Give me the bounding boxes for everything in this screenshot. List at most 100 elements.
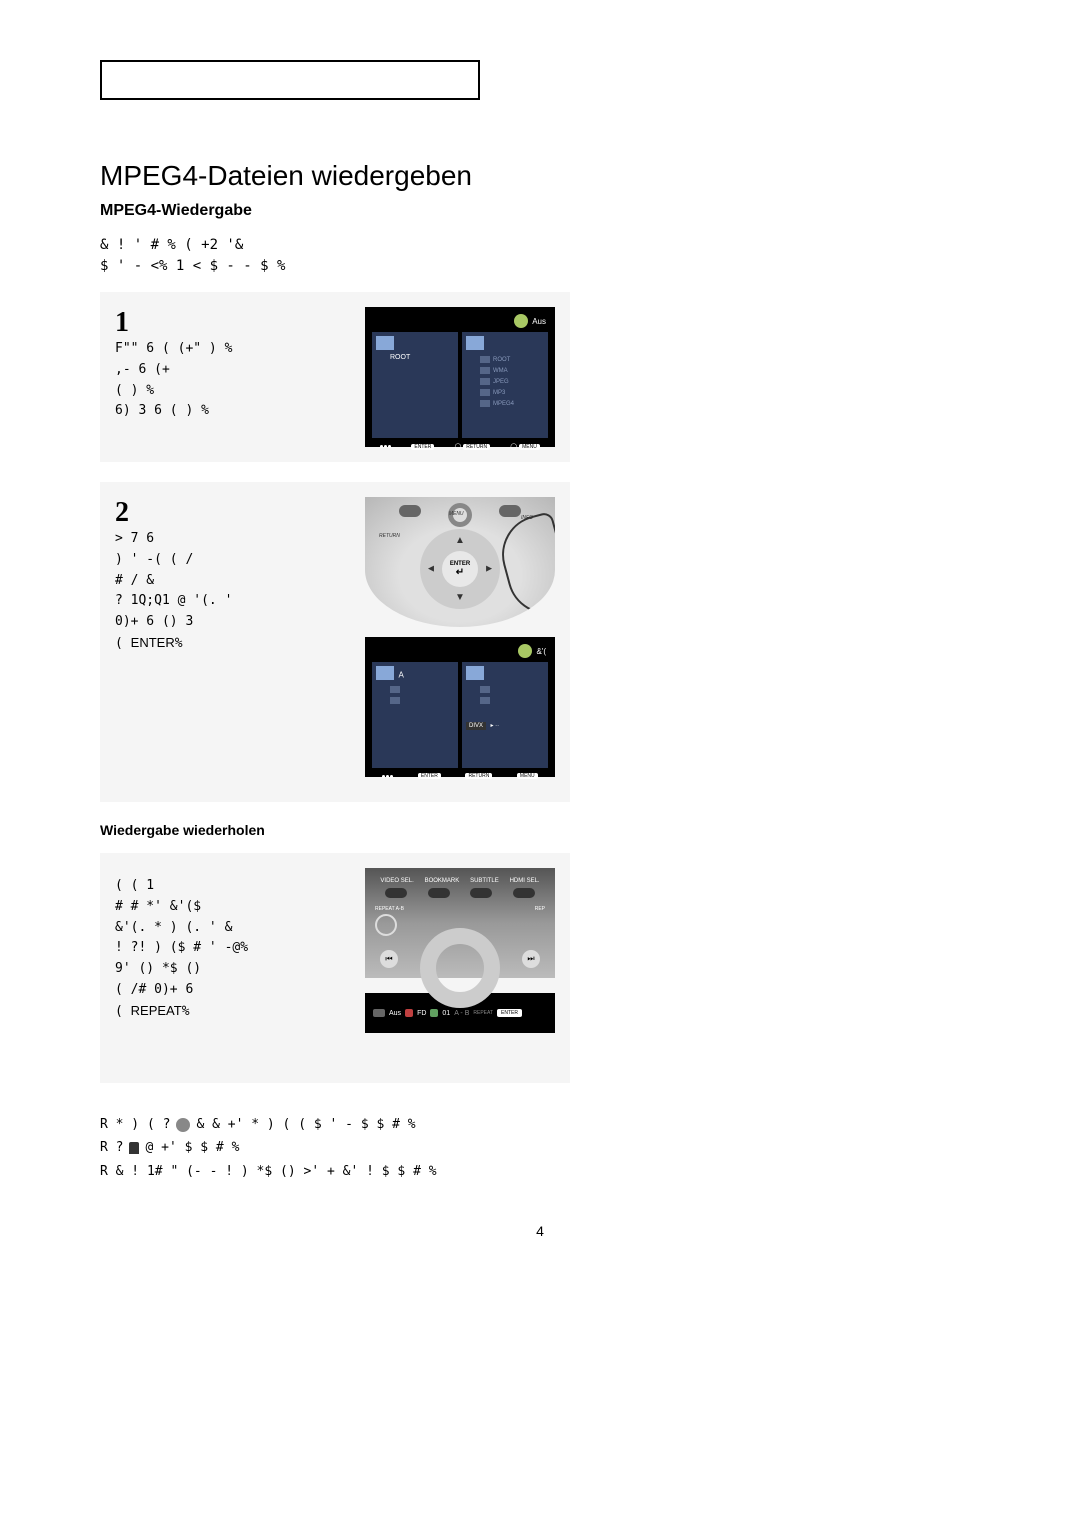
oval-btn-3 (470, 888, 492, 898)
step3-line6: ( /# 0)+ 6 (115, 980, 350, 1001)
folder-label: MPEG4 (493, 401, 514, 407)
disc-icon (518, 644, 532, 658)
osd2-content: A DIVX ▸ ·· (370, 660, 550, 770)
rb-repeat: REPEAT (473, 1010, 493, 1016)
step-3-left: ( ( 1 # # *' &'($ &'(. * ) (. ' & ! ?! )… (115, 868, 350, 1068)
note-line-2: R ? @ +' $ $ # % (100, 1136, 980, 1159)
step3-line5: 9' () *$ () (115, 959, 350, 980)
folder-icon (480, 378, 490, 385)
enter-icon: ↵ (456, 567, 464, 578)
folder-icon (480, 356, 490, 363)
repeat-ab-group: REPEAT A-B (375, 906, 404, 936)
osd1-root-left: ROOT (376, 354, 454, 361)
folder-label: JPEG (493, 379, 509, 385)
oval-btn-4 (513, 888, 535, 898)
footer-menu: ◯MENU (510, 443, 539, 450)
osd2-item1 (376, 684, 454, 695)
step3-line1: ( ( 1 (115, 876, 350, 897)
step-2-left: 2 > 7 6 ) ' -( ( / # / & ? 1Q;Q1 @ '(. '… (115, 497, 350, 787)
folder-icon (390, 697, 400, 704)
osd2-right-panel: DIVX ▸ ·· (462, 662, 548, 768)
step3-line4: ! ?! ) ($ # ' -@% (115, 938, 350, 959)
note1-post: & & +' * ) ( ( $ ' - $ $ # % (196, 1113, 415, 1136)
partial-nav-ring (420, 928, 500, 1008)
rb-fd: FD (417, 1010, 426, 1017)
arrow-right-icon: ► (484, 564, 494, 575)
panel-icon (376, 666, 394, 680)
remote-small-btn-1 (399, 505, 421, 517)
note-line-3: R & ! 1# " (- - ! ) *$ () >' + &' ! $ $ … (100, 1160, 980, 1183)
folder-jpeg: JPEG (466, 376, 544, 387)
osd1-header: Aus (370, 312, 550, 330)
step3-line2: # # *' &'($ (115, 897, 350, 918)
divx-text: ▸ ·· (490, 723, 499, 729)
repeat-ab-button (375, 914, 397, 936)
step-2-right: MENU INFO RETURN ▲ ▼ ◄ ► ENTER ↵ &'( (365, 497, 555, 787)
osd1-right-panel: ROOT WMA JPEG MP3 MPEG4 (462, 332, 548, 438)
osd2-left-panel: A (372, 662, 458, 768)
top-oval-row (375, 888, 545, 898)
arrow-up-icon: ▲ (455, 535, 465, 546)
osd2-a-label: A (398, 671, 403, 680)
folder-icon (390, 686, 400, 693)
oval-btn-1 (385, 888, 407, 898)
panel-icon-left (376, 336, 394, 350)
panel-icon (466, 666, 484, 680)
finger-illustration (493, 511, 555, 623)
step1-line2: ,- 6 (+ (115, 360, 350, 381)
arrow-down-icon: ▼ (455, 592, 465, 603)
menu-label: MENU (449, 511, 464, 517)
step2-line6: ( (115, 636, 131, 651)
rb-green-icon (430, 1009, 438, 1017)
intro-line2: $ ' - <% 1 < $ - - $ % (100, 256, 980, 277)
enter-button: ENTER ↵ (442, 551, 478, 587)
step3-line7: ( (115, 1004, 131, 1019)
folder-icon (480, 367, 490, 374)
video-sel-label: VIDEO SEL. (380, 878, 413, 884)
rb-red-icon (405, 1009, 413, 1017)
hdmi-sel-label: HDMI SEL. (510, 878, 540, 884)
folder-wma: WMA (466, 365, 544, 376)
folder-mp3: MP3 (466, 387, 544, 398)
remote-small-btn-2 (499, 505, 521, 517)
step2-line4: ? 1Q;Q1 @ '(. ' (115, 591, 350, 612)
folder-label: WMA (493, 368, 508, 374)
step1-line3: ( ) % (115, 381, 350, 402)
osd2-divx-row: DIVX ▸ ·· (466, 714, 544, 732)
step3-line3: &'(. * ) (. ' & (115, 918, 350, 939)
return-pill: RETURN (465, 773, 492, 779)
step-3-text: ( ( 1 # # *' &'($ &'(. * ) (. ' & ! ?! )… (115, 876, 350, 1023)
osd1-content: ROOT ROOT WMA JPEG MP3 MPEG4 (370, 330, 550, 440)
step1-line4: 6) 3 6 ( ) % (115, 401, 350, 422)
arrow-left-icon: ◄ (426, 564, 436, 575)
page-number: 4 (100, 1223, 980, 1239)
note2-pre: R ? (100, 1136, 123, 1159)
osd-screen-1: Aus ROOT ROOT WMA JPEG MP3 MPEG4 ENTE (365, 307, 555, 447)
step1-line1: F"" 6 ( (+" ) % (115, 339, 350, 360)
rb-ab: A - B (454, 1010, 469, 1017)
osd2-item2 (376, 695, 454, 706)
subtitle: MPEG4-Wiedergabe (100, 202, 980, 220)
step-1-left: 1 F"" 6 ( (+" ) % ,- 6 (+ ( ) % 6) 3 6 (… (115, 307, 350, 447)
step-2-text: > 7 6 ) ' -( ( / # / & ? 1Q;Q1 @ '(. ' 0… (115, 529, 350, 655)
step2-enter: ENTER (131, 635, 175, 650)
lock-icon (129, 1142, 139, 1154)
osd2-header: &'( (370, 642, 550, 660)
note2-post: @ +' $ $ # % (145, 1136, 239, 1159)
osd1-footer: ENTER ◯RETURN ◯MENU (370, 440, 550, 453)
folder-label: ROOT (493, 357, 510, 363)
osd-screen-2: &'( A DIVX ▸ ·· (365, 637, 555, 777)
rep-group: REP (535, 906, 545, 936)
remote-control-image: MENU INFO RETURN ▲ ▼ ◄ ► ENTER ↵ (365, 497, 555, 627)
step2-line6-tail: % (175, 636, 183, 651)
skip-fwd-icon: ⏭ (522, 950, 540, 968)
step-1-number: 1 (115, 307, 350, 339)
intro-text: & ! ' # % ( +2 '& $ ' - <% 1 < $ - - $ % (100, 235, 980, 277)
rb-num: 01 (442, 1010, 450, 1017)
note3: R & ! 1# " (- - ! ) *$ () >' + &' ! $ $ … (100, 1160, 437, 1183)
footer-enter: ENTER (411, 443, 434, 450)
folder-icon (480, 389, 490, 396)
subtitle2: Wiedergabe wiederholen (100, 822, 980, 838)
remote-top-view: VIDEO SEL. BOOKMARK SUBTITLE HDMI SEL. R… (365, 868, 555, 978)
footer-nav (380, 443, 391, 450)
